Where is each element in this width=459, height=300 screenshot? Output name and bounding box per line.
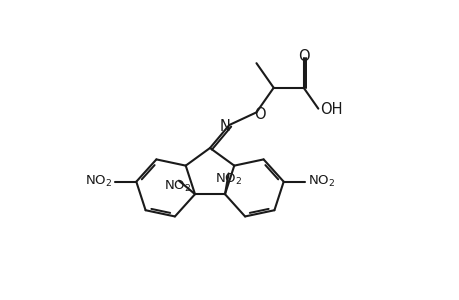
Text: NO$_2$: NO$_2$ xyxy=(85,174,112,189)
Text: NO$_2$: NO$_2$ xyxy=(307,174,334,189)
Text: N: N xyxy=(219,118,230,134)
Text: O: O xyxy=(297,49,309,64)
Text: OH: OH xyxy=(319,102,342,117)
Text: NO$_2$: NO$_2$ xyxy=(163,179,190,194)
Text: O: O xyxy=(253,107,265,122)
Text: NO$_2$: NO$_2$ xyxy=(215,172,242,187)
